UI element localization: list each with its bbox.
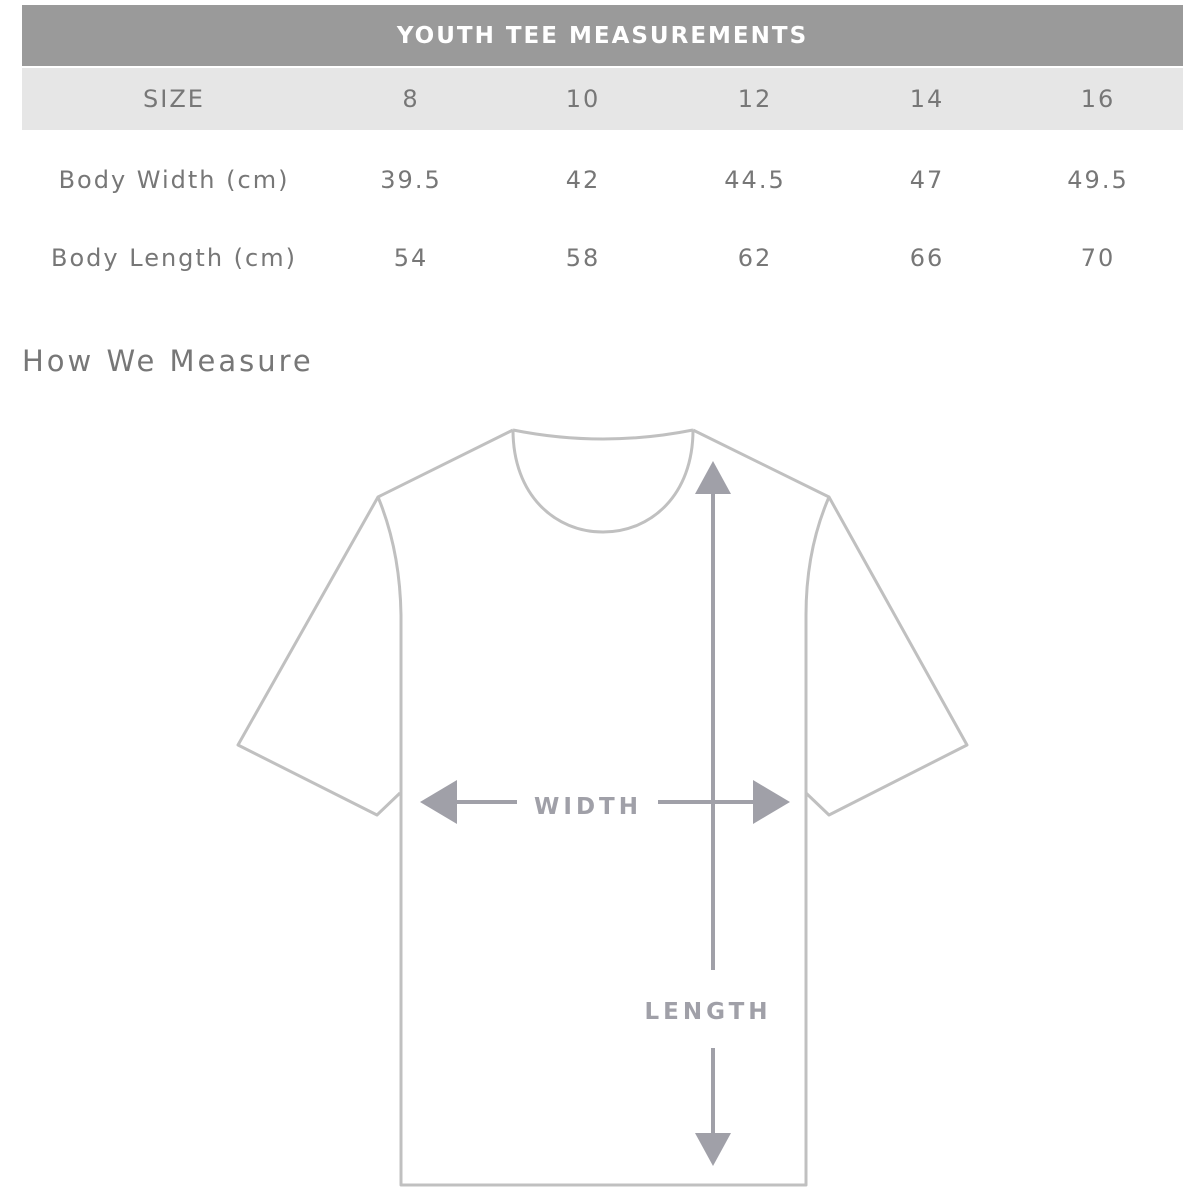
right-side	[692, 428, 969, 817]
table-cell: 58	[565, 244, 601, 272]
width-label: WIDTH	[534, 794, 642, 820]
size-cell: 8	[402, 85, 420, 113]
size-cell: 12	[737, 85, 773, 113]
table-cell: 49.5	[1067, 166, 1129, 194]
size-label: SIZE	[143, 85, 205, 113]
table-title: YOUTH TEE MEASUREMENTS	[22, 5, 1183, 66]
table-cell: 66	[909, 244, 945, 272]
size-header-row: SIZE 8 10 12 14 16	[22, 68, 1183, 130]
tshirt-outline	[236, 428, 969, 1187]
table-cell: 47	[909, 166, 945, 194]
size-cell: 10	[565, 85, 601, 113]
table-cell: 44.5	[724, 166, 786, 194]
size-cell: 16	[1080, 85, 1116, 113]
table-row-body-length: Body Length (cm) 54 58 62 66 70	[22, 227, 1183, 289]
table-cell: 70	[1080, 244, 1116, 272]
table-row-body-width: Body Width (cm) 39.5 42 44.5 47 49.5	[22, 149, 1183, 211]
table-cell: 62	[737, 244, 773, 272]
table-cell: 39.5	[380, 166, 442, 194]
width-arrow	[420, 780, 790, 824]
arrow-left-icon	[420, 780, 457, 824]
table-cell: 54	[393, 244, 429, 272]
left-side	[236, 428, 514, 817]
length-label: LENGTH	[644, 999, 771, 1025]
table-cell: 42	[565, 166, 601, 194]
size-cell: 14	[909, 85, 945, 113]
row-label: Body Width (cm)	[58, 166, 290, 194]
row-label: Body Length (cm)	[51, 244, 297, 272]
arrow-down-icon	[695, 1133, 731, 1166]
arrow-up-icon	[695, 461, 731, 494]
collar-front	[511, 429, 695, 534]
left-armhole	[376, 496, 831, 1187]
collar-back	[512, 428, 694, 441]
arrow-right-icon	[753, 780, 790, 824]
how-we-measure-heading: How We Measure	[22, 344, 314, 378]
length-arrow	[695, 461, 731, 1166]
